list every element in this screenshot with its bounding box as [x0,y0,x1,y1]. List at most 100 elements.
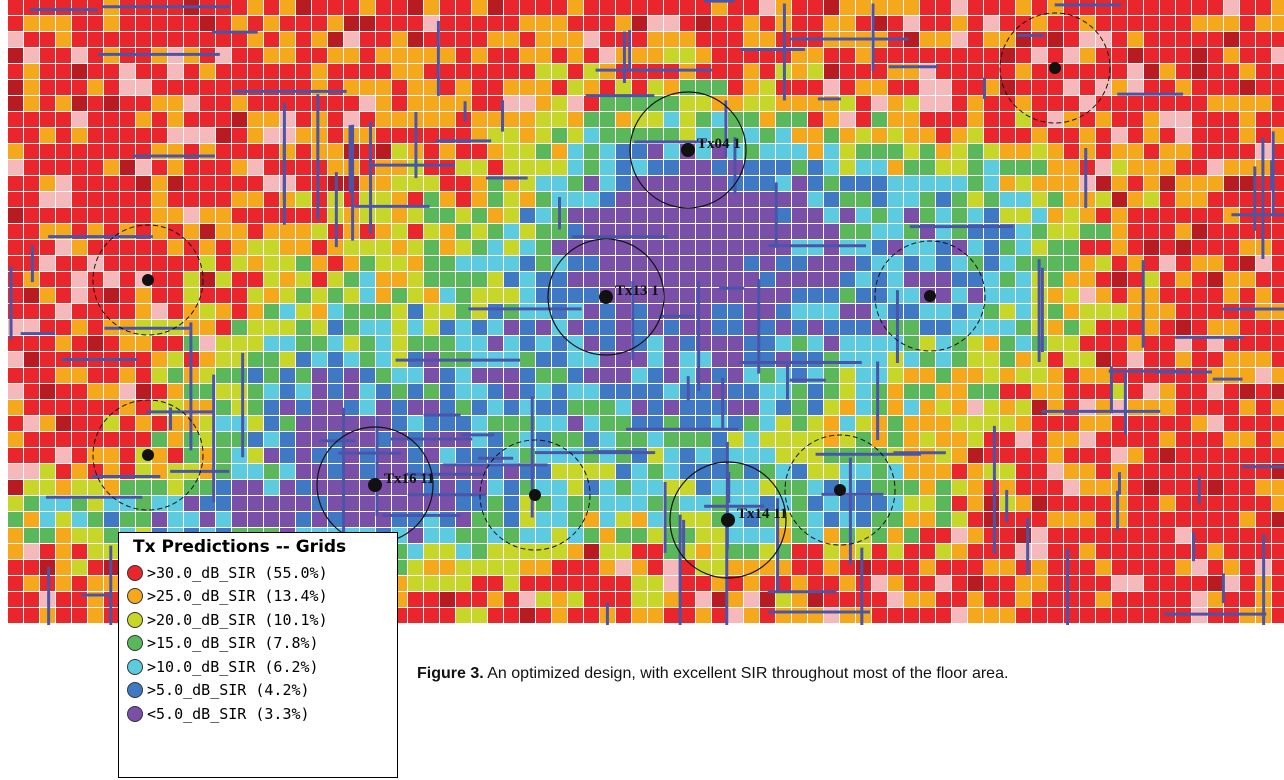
grid-cell [200,208,215,223]
grid-cell [504,608,519,623]
grid-cell [1160,432,1175,447]
grid-cell [120,16,135,31]
grid-cell [120,80,135,95]
grid-cell [664,576,679,591]
grid-cell [1224,576,1239,591]
grid-cell [520,0,535,15]
grid-cell [8,448,23,463]
grid-cell [1032,80,1047,95]
grid-cell [1272,64,1284,79]
grid-cell [200,64,215,79]
grid-cell [616,400,631,415]
grid-cell [1208,464,1223,479]
grid-cell [872,384,887,399]
grid-cell [552,560,567,575]
grid-cell [1224,64,1239,79]
grid-cell [952,384,967,399]
grid-cell [1144,384,1159,399]
grid-cell [632,464,647,479]
grid-cell [1192,416,1207,431]
grid-cell [728,192,743,207]
grid-cell [1096,144,1111,159]
grid-cell [296,112,311,127]
grid-cell [1064,384,1079,399]
grid-cell [1096,384,1111,399]
grid-cell [904,176,919,191]
grid-cell [312,480,327,495]
grid-cell [1016,496,1031,511]
grid-cell [1000,576,1015,591]
grid-cell [808,64,823,79]
grid-cell [1128,320,1143,335]
grid-cell [1256,272,1271,287]
grid-cell [792,272,807,287]
grid-cell [696,400,711,415]
tx-marker [1049,62,1061,74]
grid-cell [296,208,311,223]
grid-cell [408,528,423,543]
grid-cell [200,224,215,239]
grid-cell [472,608,487,623]
grid-cell [232,96,247,111]
grid-cell [792,416,807,431]
grid-cell [424,544,439,559]
grid-cell [1192,512,1207,527]
grid-cell [504,48,519,63]
grid-cell [392,400,407,415]
grid-cell [792,480,807,495]
tx-marker [368,478,382,492]
grid-cell [728,352,743,367]
grid-cell [760,144,775,159]
grid-cell [808,0,823,15]
grid-cell [24,400,39,415]
grid-cell [1080,224,1095,239]
grid-cell [488,592,503,607]
grid-cell [1272,240,1284,255]
grid-cell [1176,0,1191,15]
grid-cell [488,336,503,351]
grid-cell [520,288,535,303]
grid-cell [1208,128,1223,143]
grid-cell [664,464,679,479]
grid-cell [1192,240,1207,255]
grid-cell [328,368,343,383]
grid-cell [984,144,999,159]
grid-cell [312,400,327,415]
grid-cell [264,432,279,447]
grid-cell [1096,240,1111,255]
grid-cell [680,16,695,31]
grid-cell [664,16,679,31]
grid-cell [840,288,855,303]
grid-cell [536,160,551,175]
legend-entry: >10.0_dB_SIR (6.2%) [127,655,389,679]
grid-cell [248,336,263,351]
grid-cell [424,48,439,63]
grid-cell [232,208,247,223]
grid-cell [248,208,263,223]
grid-cell [1064,288,1079,303]
grid-cell [1048,544,1063,559]
grid-cell [968,336,983,351]
grid-cell [280,496,295,511]
grid-cell [296,128,311,143]
grid-cell [440,416,455,431]
grid-cell [1016,224,1031,239]
grid-cell [488,272,503,287]
grid-cell [1176,224,1191,239]
grid-cell [56,144,71,159]
grid-cell [1080,576,1095,591]
grid-cell [584,592,599,607]
grid-cell [1256,512,1271,527]
grid-cell [664,256,679,271]
legend-label: >15.0_dB_SIR (7.8%) [147,634,319,652]
grid-cell [248,224,263,239]
grid-cell [584,176,599,191]
grid-cell [216,192,231,207]
grid-cell [696,112,711,127]
grid-cell [152,304,167,319]
grid-cell [8,512,23,527]
grid-cell [1000,384,1015,399]
tx-marker [142,449,154,461]
grid-cell [696,496,711,511]
grid-cell [744,64,759,79]
